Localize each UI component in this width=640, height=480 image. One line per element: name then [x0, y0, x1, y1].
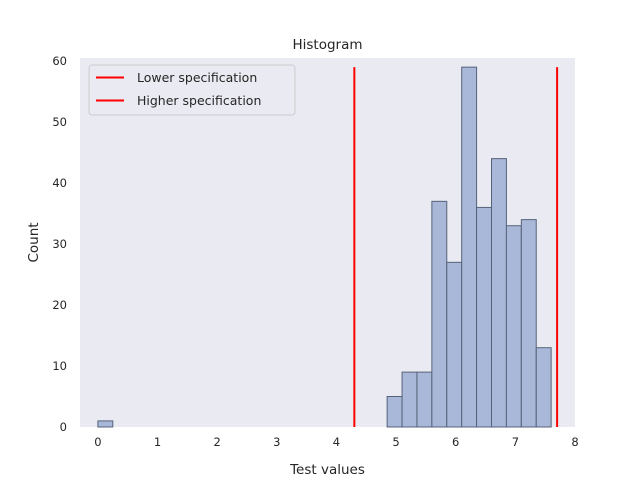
legend-box [88, 64, 296, 116]
histogram-bar [401, 371, 418, 428]
x-tick-label: 6 [452, 435, 459, 449]
legend-label-lower: Lower specification [137, 70, 257, 85]
bars-layer [97, 66, 552, 428]
spec-lines-layer [353, 67, 559, 427]
y-tick-label: 60 [52, 54, 67, 68]
histogram-bar [520, 219, 537, 428]
y-ticks-layer: 0 10 20 30 40 50 60 [52, 54, 67, 434]
histogram-bar [505, 225, 522, 428]
y-tick-label: 40 [52, 176, 67, 190]
x-tick-label: 7 [512, 435, 519, 449]
histogram-bar [416, 371, 433, 428]
x-ticks-layer: 0 1 2 3 4 5 6 7 8 [94, 435, 578, 449]
histogram-bar [431, 200, 448, 428]
x-tick-label: 1 [154, 435, 161, 449]
x-tick-label: 3 [273, 435, 280, 449]
x-tick-label: 2 [214, 435, 221, 449]
y-tick-label: 0 [60, 420, 67, 434]
y-tick-label: 10 [52, 359, 67, 373]
x-tick-label: 0 [94, 435, 101, 449]
histogram-bar [446, 261, 463, 428]
histogram-bar [535, 347, 552, 428]
y-tick-label: 30 [52, 237, 67, 251]
legend-label-higher: Higher specification [137, 93, 261, 108]
y-axis-title: Count [26, 222, 42, 262]
y-tick-label: 50 [52, 115, 67, 129]
histogram-bar [461, 66, 478, 428]
histogram-bar [476, 206, 493, 428]
histogram-bar [97, 420, 114, 428]
x-tick-label: 5 [392, 435, 399, 449]
legend: Lower specification Higher specification [88, 64, 296, 116]
x-tick-label: 8 [571, 435, 578, 449]
x-tick-label: 4 [333, 435, 340, 449]
histogram-bar [386, 396, 403, 428]
chart-title: Histogram [292, 37, 362, 53]
histogram-bar [491, 158, 507, 428]
x-axis-title: Test values [289, 462, 365, 478]
y-tick-label: 20 [52, 298, 67, 312]
